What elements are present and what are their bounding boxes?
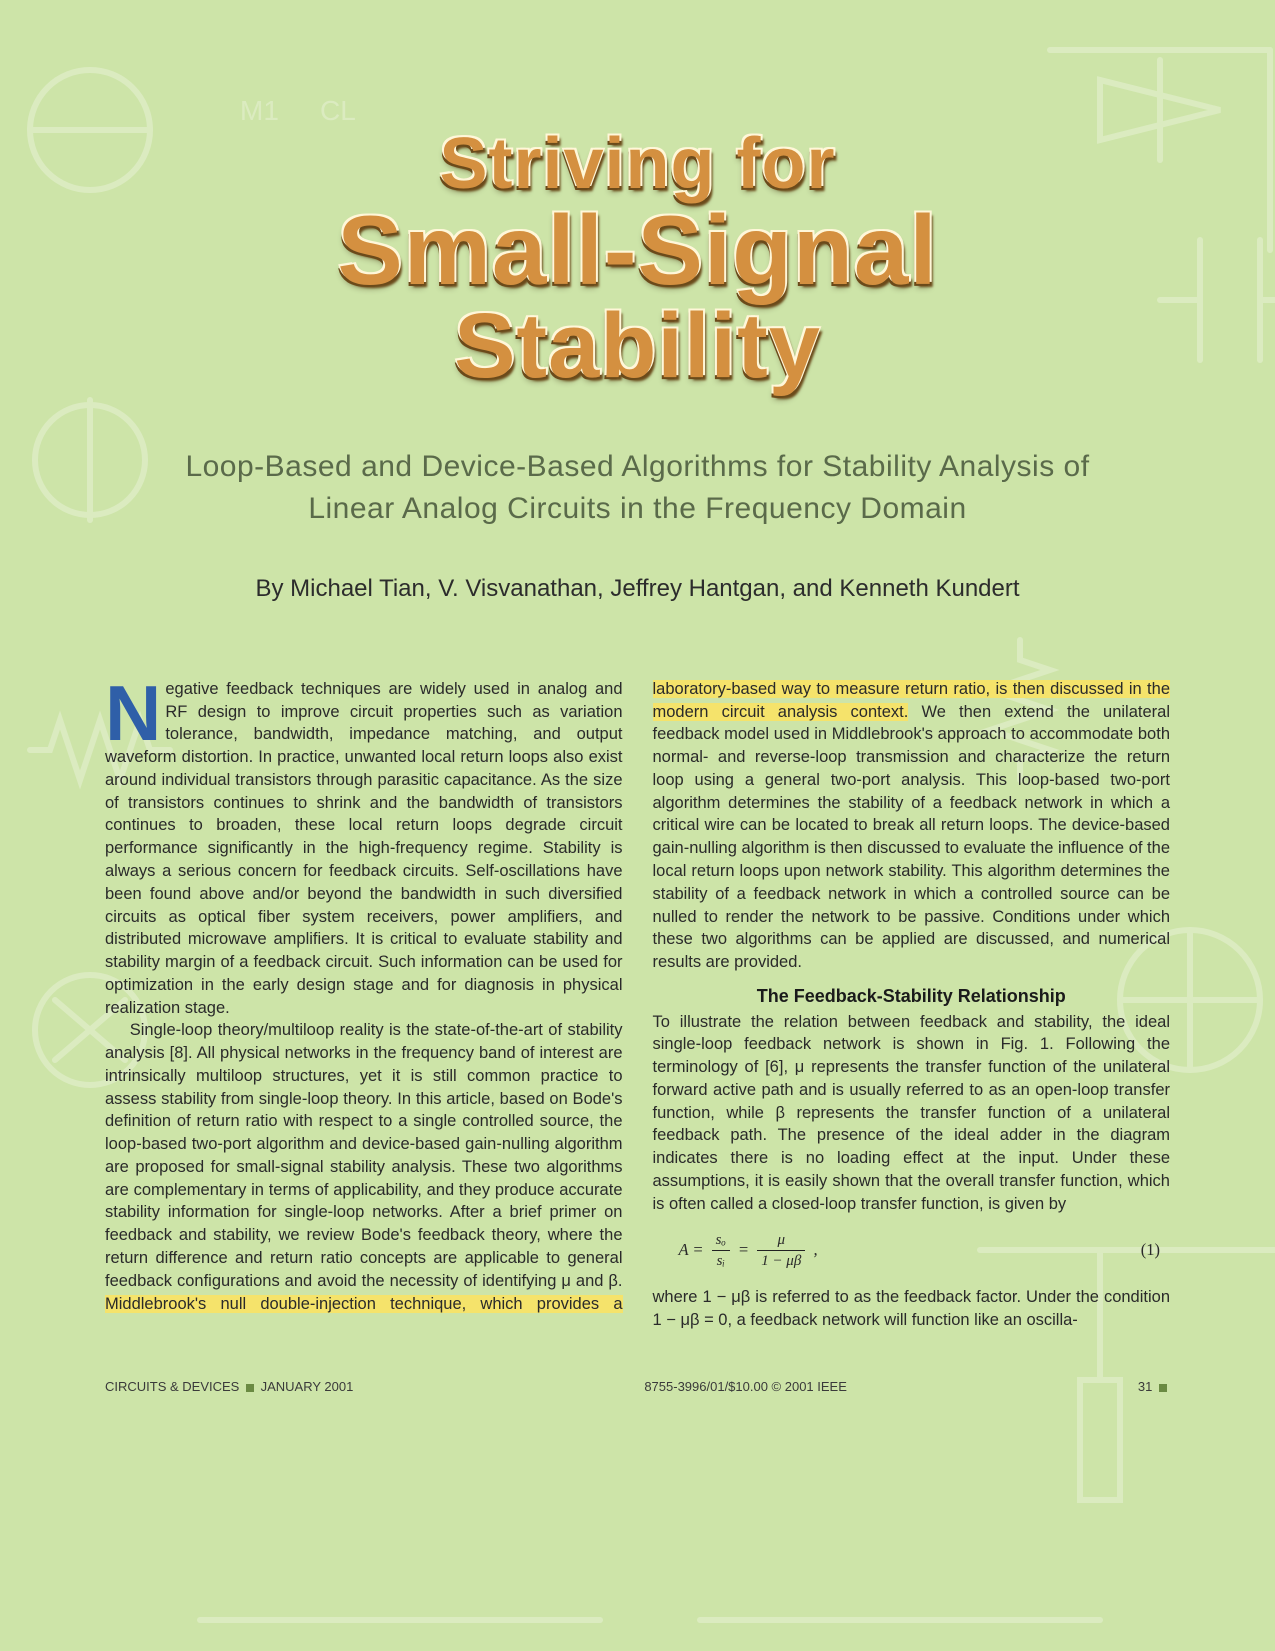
article-title: Striving for Small-Signal Stability bbox=[105, 130, 1170, 391]
article-byline: By Michael Tian, V. Visvanathan, Jeffrey… bbox=[105, 575, 1170, 603]
footer-left: CIRCUITS & DEVICES JANUARY 2001 bbox=[105, 1379, 353, 1394]
eq-mid: = bbox=[738, 1240, 749, 1259]
title-line-1: Striving for bbox=[105, 130, 1170, 198]
footer-square-icon bbox=[1159, 1384, 1167, 1392]
footer-center: 8755-3996/01/$10.00 © 2001 IEEE bbox=[644, 1379, 847, 1394]
eq-lhs: A = bbox=[679, 1240, 704, 1259]
eq-frac-1: sₒsᵢ bbox=[712, 1230, 730, 1272]
p1-text: egative feedback techniques are widely u… bbox=[105, 680, 623, 1017]
page-content: Striving for Small-Signal Stability Loop… bbox=[0, 0, 1275, 1424]
body-columns: Negative feedback techniques are widely … bbox=[105, 678, 1170, 1332]
p2a-text: Single-loop theory/multiloop reality is … bbox=[105, 1021, 623, 1289]
eq-number: (1) bbox=[1141, 1239, 1170, 1262]
footer-right: 31 bbox=[1138, 1379, 1170, 1394]
paragraph-3: To illustrate the relation between feedb… bbox=[653, 1011, 1171, 1216]
footer-square-icon bbox=[246, 1384, 254, 1392]
paragraph-1: Negative feedback techniques are widely … bbox=[105, 678, 623, 1019]
dropcap: N bbox=[105, 678, 165, 746]
section-heading: The Feedback-Stability Relationship bbox=[653, 984, 1171, 1009]
equation-1: A = sₒsᵢ = μ1 − μβ , (1) bbox=[679, 1230, 1171, 1272]
paragraph-4: where 1 − μβ is referred to as the feedb… bbox=[653, 1286, 1171, 1332]
title-line-3: Stability bbox=[105, 303, 1170, 390]
p2b-text: We then extend the unilateral feedback m… bbox=[653, 703, 1171, 971]
page-footer: CIRCUITS & DEVICES JANUARY 2001 8755-399… bbox=[105, 1371, 1170, 1394]
article-subtitle: Loop-Based and Device-Based Algorithms f… bbox=[163, 446, 1113, 530]
eq-tail: , bbox=[813, 1240, 817, 1259]
title-line-2: Small-Signal bbox=[105, 204, 1170, 297]
eq-frac-2: μ1 − μβ bbox=[757, 1230, 805, 1272]
